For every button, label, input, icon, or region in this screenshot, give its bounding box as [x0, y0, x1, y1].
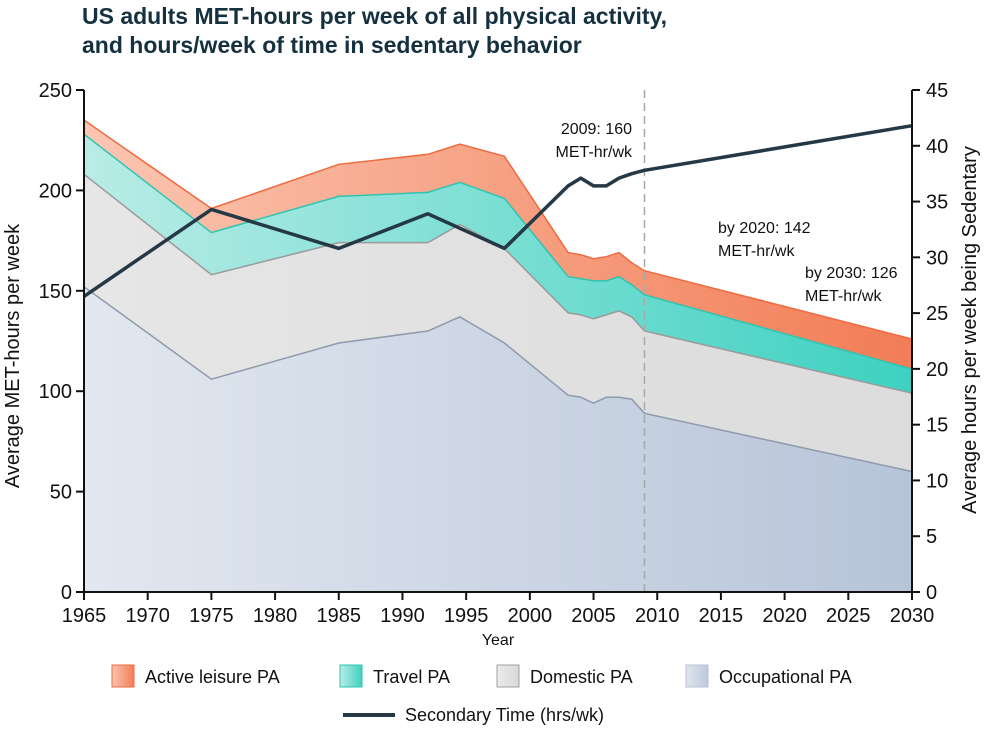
y2-tick-label: 15 [926, 415, 948, 437]
title-line-2: and hours/week of time in sedentary beha… [82, 32, 582, 58]
y-axis-title: Average MET-hours per week [2, 223, 24, 488]
y-tick-label: 150 [39, 281, 72, 303]
secondary-time-line [83, 123, 913, 298]
boundary-active-leisure [83, 119, 913, 340]
y2-axis-title: Average hours per week being Sedentary [959, 146, 981, 514]
chart-title: US adults MET-hours per week of all phys… [82, 2, 667, 60]
area-travel [84, 134, 912, 394]
x-tick-label: 1985 [317, 605, 362, 627]
boundary-occupational [83, 286, 913, 473]
x-tick-label: 2000 [508, 605, 553, 627]
legend-swatch-active-leisure [111, 664, 135, 688]
y2-tick-label: 25 [926, 303, 948, 325]
area-domestic [84, 174, 912, 472]
annotation-2020-line1: by 2020: 142 [718, 220, 811, 237]
annotation-2030-line2: MET-hr/wk [805, 288, 882, 305]
boundary-travel [83, 133, 913, 370]
y2-tick-label: 0 [926, 582, 937, 604]
y2-tick-label: 30 [926, 247, 948, 269]
annotation-2009-line2: MET-hr/wk [556, 144, 633, 161]
y-tick-label: 50 [50, 482, 72, 504]
x-tick-label: 2015 [699, 605, 744, 627]
stacked-areas [84, 120, 912, 592]
y2-tick-label: 45 [926, 80, 948, 102]
y-tick-label: 250 [39, 80, 72, 102]
y2-tick-label: 40 [926, 136, 948, 158]
x-tick-label: 2005 [571, 605, 616, 627]
y2-tick-label: 5 [926, 526, 937, 548]
x-tick-label: 1975 [189, 605, 234, 627]
x-tick-label: 2030 [890, 605, 935, 627]
x-axis-title: Year [482, 632, 515, 649]
x-tick-label: 1980 [253, 605, 298, 627]
legend-label-domestic: Domestic PA [530, 667, 633, 687]
y-tick-label: 0 [61, 582, 72, 604]
legend-label-travel: Travel PA [373, 667, 450, 687]
x-tick-label: 1995 [444, 605, 489, 627]
x-tick-label: 2010 [635, 605, 680, 627]
annotation-2030-line1: by 2030: 126 [805, 265, 898, 282]
x-tick-label: 2020 [762, 605, 807, 627]
legend-swatch-travel [339, 664, 363, 688]
y2-tick-label: 10 [926, 470, 948, 492]
area-occupational [84, 286, 912, 592]
y-tick-label: 100 [39, 381, 72, 403]
legend: Active leisure PA Travel PA Domestic PA … [111, 664, 852, 725]
area-active-leisure [84, 120, 912, 370]
legend-label-secondary-time: Secondary Time (hrs/wk) [405, 705, 604, 725]
y2-tick-label: 35 [926, 192, 948, 214]
y2-tick-label: 20 [926, 359, 948, 381]
legend-label-occupational: Occupational PA [719, 667, 852, 687]
x-tick-label: 1965 [62, 605, 107, 627]
legend-swatch-occupational [685, 664, 709, 688]
title-line-1: US adults MET-hours per week of all phys… [82, 3, 667, 29]
legend-swatch-domestic [496, 664, 520, 688]
annotation-2009-line1: 2009: 160 [561, 121, 632, 138]
x-tick-label: 2025 [826, 605, 871, 627]
x-tick-label: 1970 [125, 605, 170, 627]
y-tick-label: 200 [39, 180, 72, 202]
x-tick-label: 1990 [380, 605, 425, 627]
annotation-2020-line2: MET-hr/wk [718, 243, 795, 260]
legend-label-active-leisure: Active leisure PA [145, 667, 280, 687]
